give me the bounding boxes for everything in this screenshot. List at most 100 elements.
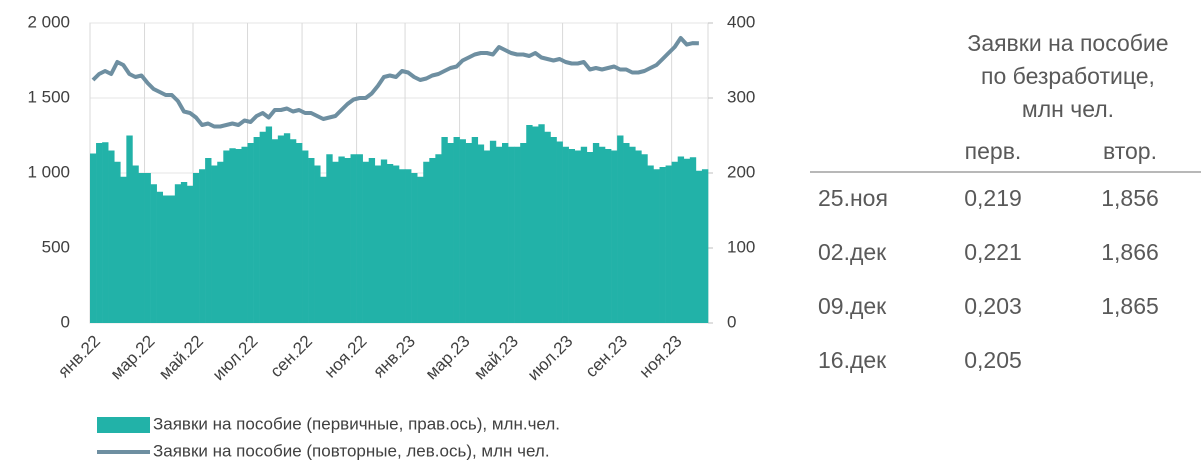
table-cell: 0,221 <box>964 239 1022 265</box>
bar <box>386 164 394 323</box>
bar <box>150 184 157 323</box>
bar <box>217 161 224 323</box>
y2-tick-label: 100 <box>727 237 755 256</box>
bar <box>247 143 254 323</box>
bar <box>611 150 618 323</box>
bar <box>314 165 321 323</box>
bar <box>465 143 473 323</box>
bar <box>362 161 370 323</box>
bar <box>629 146 636 323</box>
bar <box>544 131 551 323</box>
bar <box>441 137 448 323</box>
legend-label: Заявки на пособие (повторные, лев.ось), … <box>153 441 550 460</box>
bar <box>205 158 212 323</box>
bar <box>392 165 400 323</box>
x-tick-label: июл.22 <box>209 332 262 385</box>
bar <box>532 126 539 323</box>
x-tick-label: мар.23 <box>422 332 474 384</box>
bar <box>120 176 127 323</box>
x-tick-label: июл.23 <box>524 332 577 385</box>
bar <box>368 158 376 323</box>
table-cell: 16.дек <box>818 347 887 373</box>
x-tick-label: май.22 <box>155 332 207 384</box>
bar <box>102 142 109 323</box>
bar <box>592 143 600 323</box>
table-title: Заявки на пособие <box>967 30 1168 56</box>
y-tick-label: 2 000 <box>27 12 70 31</box>
y2-tick-label: 400 <box>727 12 755 31</box>
x-tick-label: ноя.22 <box>321 332 371 382</box>
bar <box>132 165 139 323</box>
bar <box>289 139 297 323</box>
y2-tick-label: 200 <box>727 162 755 181</box>
bar <box>405 169 412 323</box>
bar <box>180 182 188 323</box>
bar <box>617 135 624 323</box>
x-tick-label: сен.23 <box>582 332 631 381</box>
bar <box>138 173 145 323</box>
bar <box>259 131 267 323</box>
bar <box>459 139 466 323</box>
bar <box>435 154 442 323</box>
table-cell: 25.ноя <box>818 185 888 211</box>
x-tick-label: май.23 <box>470 332 522 384</box>
bar <box>193 173 200 323</box>
bar <box>423 161 430 323</box>
bar <box>168 195 176 323</box>
x-tick-label: сен.22 <box>267 332 316 381</box>
bar <box>374 165 382 323</box>
bar <box>174 184 182 323</box>
line <box>91 36 699 129</box>
bar <box>338 156 345 323</box>
bar <box>332 161 339 323</box>
legend-swatch <box>97 417 150 433</box>
y2-tick-label: 300 <box>727 87 755 106</box>
bar <box>229 148 236 323</box>
x-tick-label: ноя.23 <box>636 332 686 382</box>
bar <box>671 161 679 323</box>
bar <box>308 158 315 323</box>
bar <box>186 185 194 323</box>
bar <box>568 149 576 323</box>
table-cell: 0,205 <box>964 347 1022 373</box>
y-tick-label: 500 <box>42 237 70 256</box>
bar <box>326 154 333 323</box>
bar <box>411 173 418 323</box>
table-column-header: перв. <box>965 138 1022 164</box>
y2-tick-label: 0 <box>727 312 736 331</box>
bar <box>429 158 436 323</box>
bar <box>126 135 133 323</box>
table-title: по безработице, <box>981 63 1155 89</box>
bar <box>447 143 454 323</box>
table-column-header: втор. <box>1103 138 1157 164</box>
bar <box>235 149 242 323</box>
bar <box>647 165 654 323</box>
bar <box>156 191 164 323</box>
bar <box>417 176 424 323</box>
bar <box>653 169 660 323</box>
bar <box>302 150 309 323</box>
bar <box>495 146 503 323</box>
bar <box>641 154 648 323</box>
bar <box>556 141 563 323</box>
bar <box>96 143 103 323</box>
bar <box>598 146 606 323</box>
bar <box>562 146 569 323</box>
bar <box>296 143 303 323</box>
y-tick-label: 0 <box>61 312 70 331</box>
bar <box>211 165 218 323</box>
bar <box>489 140 497 323</box>
table-cell: 0,219 <box>964 185 1022 211</box>
bar <box>350 154 357 323</box>
bar <box>677 156 685 323</box>
bar <box>665 165 672 323</box>
bar <box>605 149 612 323</box>
bar <box>520 143 527 323</box>
bar <box>453 137 460 323</box>
bar <box>586 152 594 323</box>
bar <box>241 146 248 323</box>
bar <box>265 126 273 323</box>
table-cell: 1,866 <box>1101 239 1159 265</box>
